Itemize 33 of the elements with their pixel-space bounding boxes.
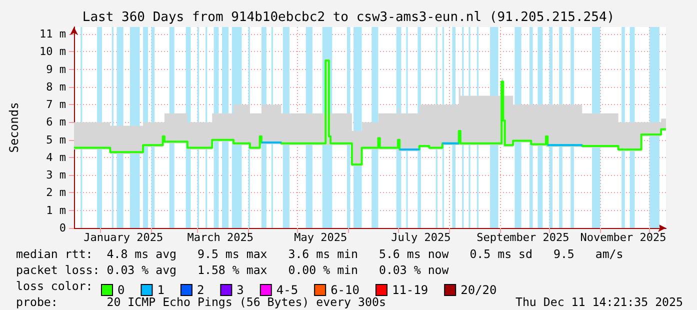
legend-label: 20/20 [460,283,497,297]
y-tick-label: 10 m [40,45,66,58]
y-tick-label: 3 m [46,168,66,182]
x-tick-label: November 2025 [580,231,666,244]
x-tick-label: September 2025 [476,231,570,244]
y-tick-label: 11 m [40,28,66,41]
x-tick-label: January 2025 [84,231,164,244]
legend-label: 1 [157,283,164,297]
y-tick-label: 8 m [46,80,66,94]
legend-label: 0 [118,283,125,297]
text: Thu Dec 11 14:21:35 2025 [515,295,683,309]
y-tick-label: 2 m [46,186,66,200]
legend-label: 4-5 [276,283,298,297]
x-tick-label: March 2025 [187,231,254,244]
legend-label: 11-19 [392,283,428,297]
y-axis-title: Seconds [7,102,21,153]
y-tick-label: 7 m [46,98,66,112]
text: median rtt: 4.8 ms avg 9.5 ms max 3.6 ms min 5.6 ms now 0.5 ms sd 9.5 am/s [16,247,624,261]
legend-label: 2 [196,283,204,297]
text: packet loss: 0.03 % avg 1.58 % max 0.00 % min 0.03 % now [16,263,449,277]
y-tick-label: 1 m [46,204,66,217]
x-tick-label: July 2025 [391,231,451,244]
x-tick-label: May 2025 [294,231,348,244]
y-tick-label: 6 m [46,116,66,129]
y-tick-label: 5 m [46,133,66,146]
text: probe: 20 ICMP Echo Pings (56 Bytes) every 300s [16,295,386,309]
legend-label: 3 [236,283,244,297]
legend-title: loss color: [16,279,93,293]
y-tick-label: 4 m [46,150,66,164]
y-tick-label: 9 m [46,62,66,76]
chart-title: Last 360 Days from 914b10ebcbc2 to csw3-ams3-eun.nl (91.205.215.254) [82,10,615,25]
y-tick-label: 0 [59,222,66,234]
legend-label: 6-10 [330,283,360,297]
